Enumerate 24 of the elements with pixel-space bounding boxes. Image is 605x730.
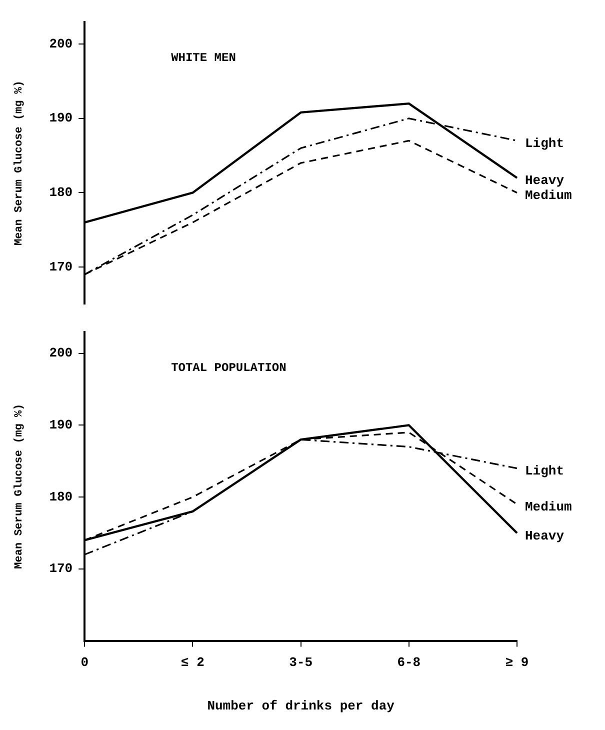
text: TOTAL POPULATION — [171, 360, 286, 375]
x-tick-label: 3-5 — [289, 654, 313, 670]
y-tick-label: 200 — [49, 346, 73, 361]
y-tick-label: 180 — [49, 489, 73, 504]
x-tick-label: 0 — [80, 654, 89, 670]
series-label: Light — [525, 136, 564, 151]
y-tick-label: 190 — [49, 110, 73, 126]
text: WHITE MEN — [171, 50, 236, 65]
series-label: Light — [525, 464, 564, 479]
y-axis-title: Mean Serum Glucose (mg %) — [13, 404, 26, 569]
x-tick-label: ≥ 9 — [505, 654, 529, 670]
y-tick-label: 170 — [49, 561, 73, 576]
y-tick-label: 200 — [49, 36, 73, 52]
y-tick-label: 190 — [49, 418, 73, 432]
x-tick-label: 6-8 — [397, 654, 421, 670]
y-axis-title: Mean Serum Glucose (mg %) — [13, 80, 26, 246]
series-label: Medium — [525, 500, 572, 515]
series-label: Heavy — [525, 528, 564, 544]
y-tick-label: 170 — [49, 259, 73, 274]
series-label: Heavy — [525, 173, 564, 188]
x-axis-title: Number of drinks per day — [207, 698, 395, 714]
series-label: Medium — [525, 188, 572, 204]
y-tick-label: 180 — [49, 185, 73, 200]
x-tick-label: ≤ 2 — [181, 654, 205, 670]
